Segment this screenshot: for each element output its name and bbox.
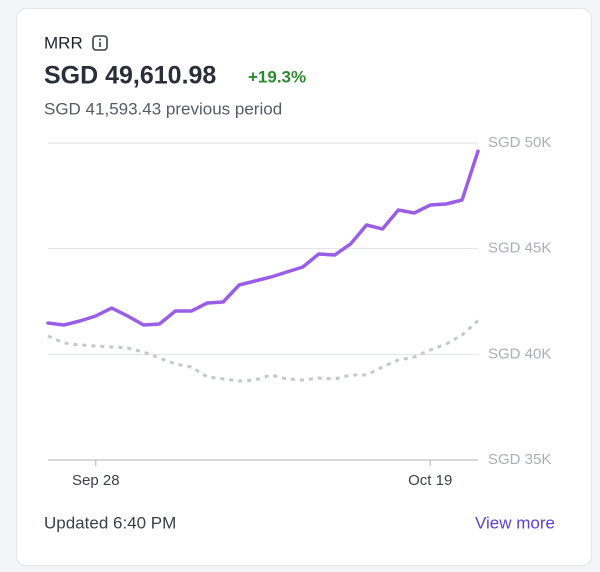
- y-tick-label: SGD 50K: [488, 134, 551, 151]
- current-period-line: [46, 149, 480, 327]
- metric-value: SGD 49,610.98: [44, 62, 216, 90]
- y-tick-label: SGD 40K: [488, 345, 551, 362]
- x-tick-label: Sep 28: [72, 472, 120, 489]
- view-more-link[interactable]: View more: [475, 513, 555, 532]
- previous-period: SGD 41,593.43 previous period: [44, 99, 282, 118]
- y-tick-label: SGD 45K: [488, 240, 551, 257]
- updated-time: Updated 6:40 PM: [44, 513, 176, 532]
- previous-period-line: [47, 319, 480, 383]
- metric-title: MRR: [44, 33, 83, 52]
- info-icon[interactable]: [92, 35, 108, 51]
- card: [16, 8, 592, 566]
- y-tick-label: SGD 35K: [488, 451, 551, 468]
- metric-change: +19.3%: [248, 67, 306, 86]
- x-tick-label: Oct 19: [408, 472, 452, 489]
